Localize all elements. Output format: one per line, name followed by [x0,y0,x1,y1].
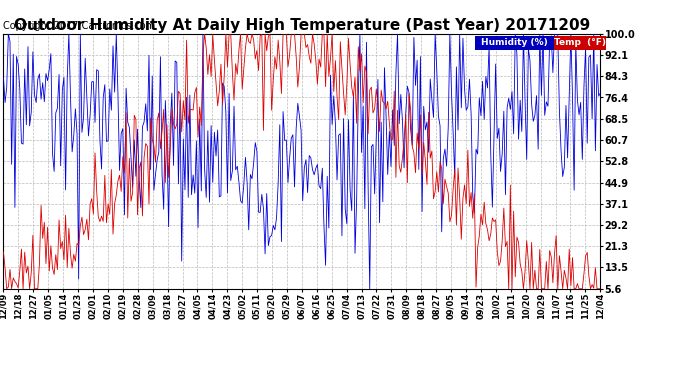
Text: Temp  (°F): Temp (°F) [554,38,606,47]
Title: Outdoor Humidity At Daily High Temperature (Past Year) 20171209: Outdoor Humidity At Daily High Temperatu… [14,18,590,33]
Text: Humidity (%): Humidity (%) [481,38,548,47]
Text: Copyright 2017 Cartronics.com: Copyright 2017 Cartronics.com [3,21,155,31]
